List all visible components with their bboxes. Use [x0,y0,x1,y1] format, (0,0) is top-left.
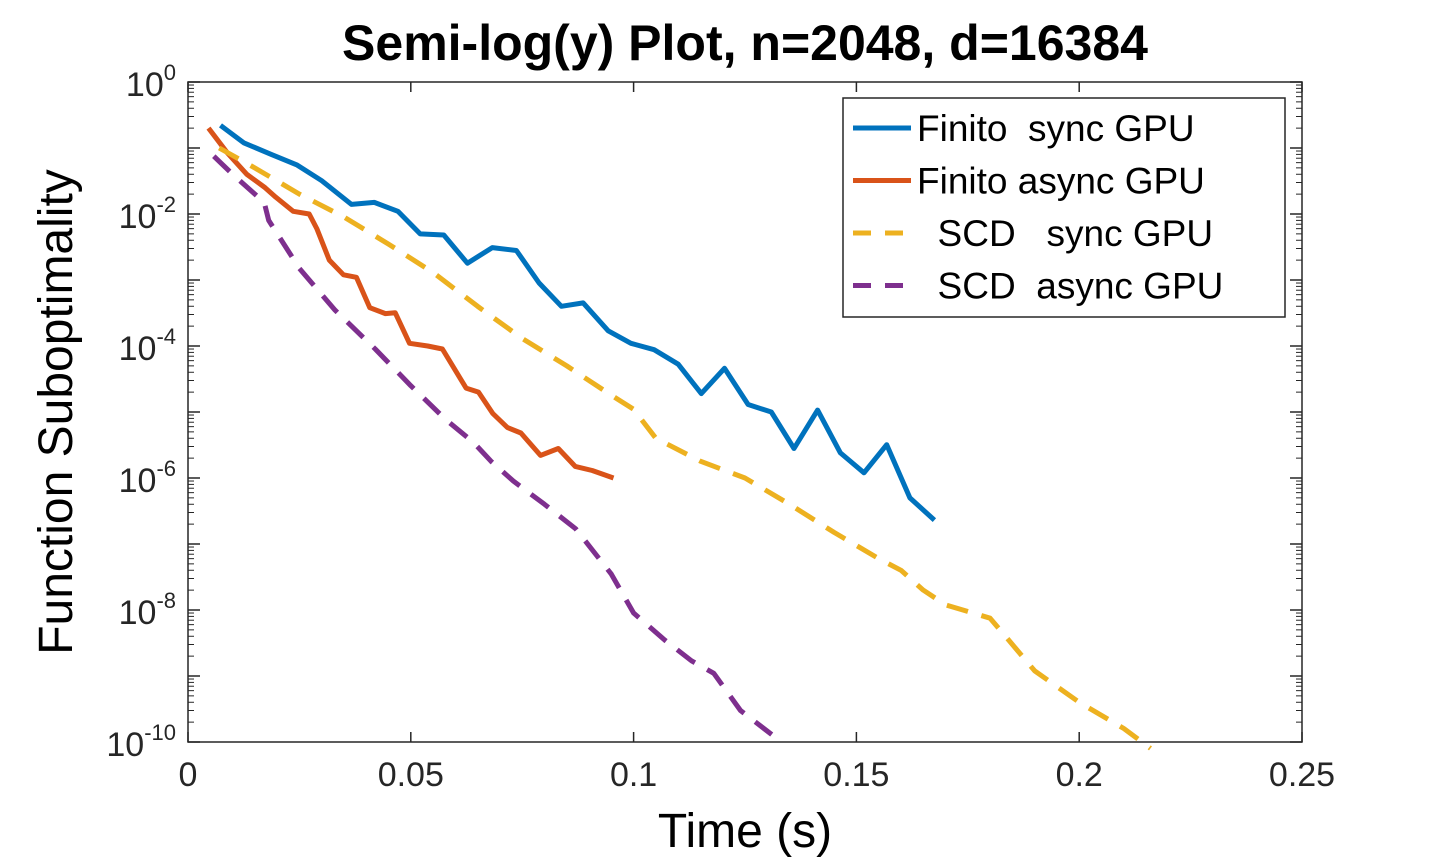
legend-label-3: SCD sync GPU [917,213,1213,254]
legend: Finito sync GPU Finito async GPU SCD sync… [842,97,1286,318]
chart-title: Semi-log(y) Plot, n=2048, d=16384 [342,15,1148,71]
x-tick-label: 0.15 [823,756,889,794]
y-axis-label: Function Suboptimality [30,169,83,655]
x-tick-label: 0.2 [1056,756,1103,794]
series-line-4 [212,154,774,737]
legend-label-2: Finito async GPU [917,161,1205,202]
x-tick-label: 0.25 [1269,756,1335,794]
y-tick-label: 10-8 [119,588,176,632]
legend-label-4: SCD async GPU [917,266,1223,307]
series-layer [206,123,1152,751]
x-tick-label: 0.1 [610,756,657,794]
series-line-3 [217,145,1152,751]
y-tick-label: 100 [126,60,176,104]
y-tick-label: 10-4 [119,324,176,368]
legend-label-1: Finito sync GPU [917,108,1195,149]
y-tick-label: 10-6 [119,456,176,500]
series-line-1 [218,123,937,522]
x-axis-label: Time (s) [658,805,832,858]
x-tick-label: 0.05 [378,756,444,794]
axes-layer: 0 0.05 0.1 0.15 0.2 0.25 100 10-2 10-4 10-6 10-8 10… [106,60,1335,794]
x-tick-label: 0 [179,756,198,794]
y-tick-label: 10-10 [106,720,176,764]
legend-box [842,97,1286,318]
series-line-2 [206,126,615,481]
y-tick-label: 10-2 [119,192,176,236]
